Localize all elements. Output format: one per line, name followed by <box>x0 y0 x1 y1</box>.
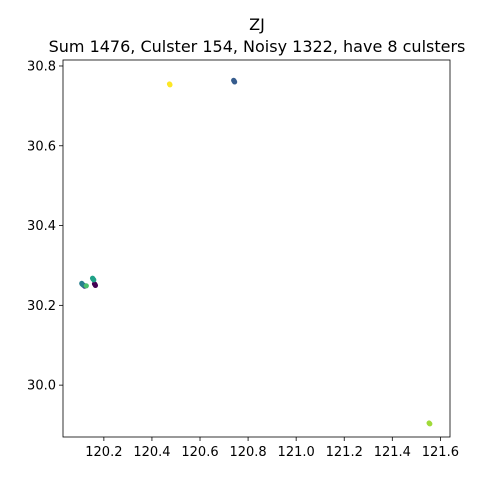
x-tick-label: 121.4 <box>374 445 411 460</box>
x-tick-label: 121.0 <box>278 445 315 460</box>
x-tick-label: 121.2 <box>326 445 363 460</box>
data-point <box>427 421 433 427</box>
data-point <box>79 280 85 287</box>
plot-area: 120.2 120.4 120.6 120.8 121.0 121.2 121.4 121.6… <box>27 59 459 460</box>
x-tick-label: 120.4 <box>133 445 170 460</box>
y-tick-label: 30.6 <box>27 139 56 154</box>
chart-title: ZJ <box>249 15 265 34</box>
x-tick-label: 121.6 <box>422 445 459 460</box>
x-tick-label: 120.2 <box>85 445 122 460</box>
y-tick-label: 30.0 <box>27 379 56 394</box>
y-tick-label: 30.4 <box>27 219 56 234</box>
chart-subtitle: Sum 1476, Culster 154, Noisy 1322, have … <box>49 37 466 56</box>
x-tick-label: 120.8 <box>229 445 266 460</box>
axes-frame <box>62 59 451 438</box>
data-point <box>83 283 89 289</box>
data-point <box>91 281 98 287</box>
data-point <box>167 82 173 88</box>
y-tick-label: 30.8 <box>27 59 56 74</box>
data-point <box>89 275 96 281</box>
y-tick-label: 30.2 <box>27 299 56 314</box>
data-point <box>231 77 237 83</box>
x-tick-label: 120.6 <box>181 445 218 460</box>
